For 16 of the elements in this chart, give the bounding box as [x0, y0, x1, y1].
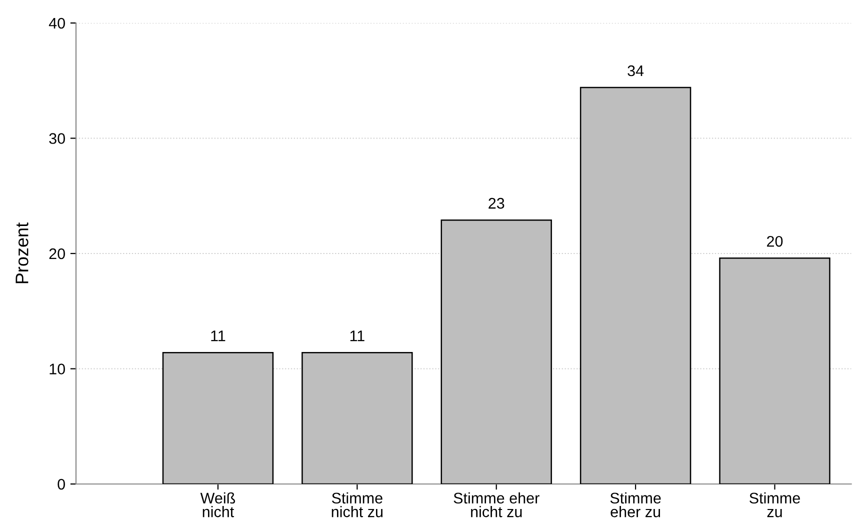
- x-tick-label: Stimme eher nicht zu: [454, 492, 540, 518]
- data-label: 11: [211, 330, 226, 342]
- data-label: 20: [767, 236, 783, 247]
- y-axis-title: Prozent: [16, 222, 28, 284]
- x-tick-label: Stimme nicht zu: [332, 492, 382, 518]
- y-tick-label: 20: [49, 248, 65, 260]
- y-tick-label: 0: [58, 478, 65, 490]
- y-tick-label: 40: [48, 18, 65, 29]
- x-tick-label: Weiß nicht: [200, 492, 236, 518]
- y-tick-label: 30: [49, 133, 65, 144]
- y-tick-label: 10: [50, 364, 65, 374]
- data-label: 11: [350, 330, 364, 342]
- data-label: 34: [628, 65, 644, 76]
- data-label: 23: [488, 198, 504, 209]
- x-tick-label: Stimme eher zu: [610, 492, 661, 518]
- x-tick-label: Stimme zu: [750, 492, 800, 518]
